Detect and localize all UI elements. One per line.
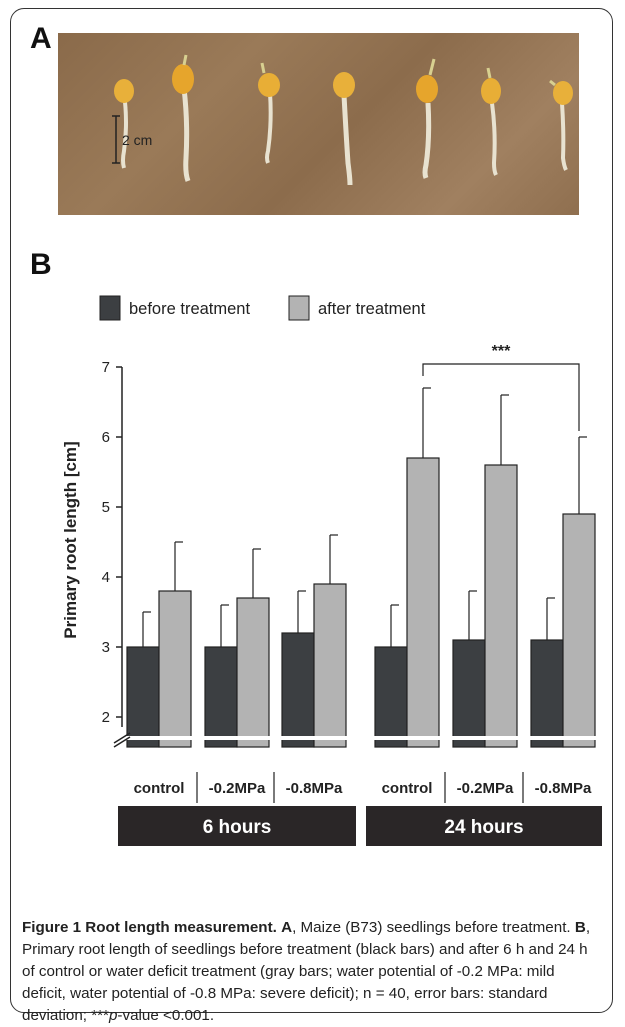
caption-end-text: -value <0.001.: [117, 1007, 215, 1024]
category-label: control: [382, 780, 433, 797]
y-axis-label: Primary root length [cm]: [61, 441, 80, 638]
legend-label: after treatment: [318, 300, 426, 318]
y-tick-label: 4: [102, 569, 110, 586]
group-label: 6 hours: [203, 817, 272, 838]
group-band: [366, 806, 602, 846]
y-tick-label: 5: [102, 499, 110, 516]
seedling: [258, 62, 280, 164]
category-label: -0.2MPa: [457, 780, 514, 797]
caption-p-text: p: [108, 1007, 118, 1024]
seedling: [481, 67, 501, 176]
seedling: [114, 79, 134, 169]
bar: [204, 646, 238, 748]
bar: [374, 646, 408, 748]
seedlings-photo: 2 cm: [58, 33, 579, 215]
y-tick-label: 3: [102, 639, 110, 656]
bar: [530, 639, 564, 748]
bar: [484, 464, 518, 748]
caption-b-text: , Primary root length of seedlings befor…: [22, 919, 591, 1024]
bar: [562, 513, 596, 748]
bar: [452, 639, 486, 748]
axis-break-gap: [100, 736, 600, 740]
group-band: [118, 806, 356, 846]
seedling: [416, 58, 438, 179]
y-tick-label: 7: [102, 359, 110, 376]
bar: [281, 632, 315, 748]
legend-label: before treatment: [129, 300, 250, 318]
seedling: [172, 54, 194, 182]
bar: [158, 590, 192, 748]
seedlings-illustration: 2 cm: [112, 54, 573, 186]
caption-b-label: B: [574, 919, 586, 936]
bar: [313, 583, 347, 748]
figure-frame: [10, 8, 613, 1013]
y-tick-label: 2: [102, 709, 110, 726]
panel-b-label: B: [30, 248, 52, 281]
legend-swatch: [288, 295, 310, 321]
category-label: control: [134, 780, 185, 797]
seedling: [549, 79, 573, 171]
bar: [406, 457, 440, 748]
significance-label: ***: [492, 343, 511, 360]
seedling: [333, 72, 355, 186]
category-label: -0.2MPa: [209, 780, 266, 797]
caption-a-text: , Maize (B73) seedlings before treatment…: [292, 919, 575, 936]
category-label: -0.8MPa: [286, 780, 343, 797]
panel-a-label: A: [30, 22, 52, 55]
y-tick-label: 6: [102, 429, 110, 446]
scale-bar: [112, 115, 120, 164]
caption-a-label: A: [281, 919, 293, 936]
axis-break-mark: [113, 732, 131, 744]
group-label: 24 hours: [444, 817, 523, 838]
bar: [236, 597, 270, 748]
legend-swatch: [99, 295, 121, 321]
significance-bracket: [422, 363, 580, 431]
bar: [126, 646, 160, 748]
category-label: -0.8MPa: [535, 780, 592, 797]
scale-bar-label: 2 cm: [122, 132, 152, 148]
caption-title: Figure 1 Root length measurement.: [22, 919, 277, 936]
root-length-chart: before treatment after treatment 2 3 4 5 6 7 Pri…: [61, 295, 602, 846]
axis-break-mark: [113, 736, 131, 748]
figure-caption: Figure 1 Root length measurement. A, Mai…: [22, 917, 602, 1027]
